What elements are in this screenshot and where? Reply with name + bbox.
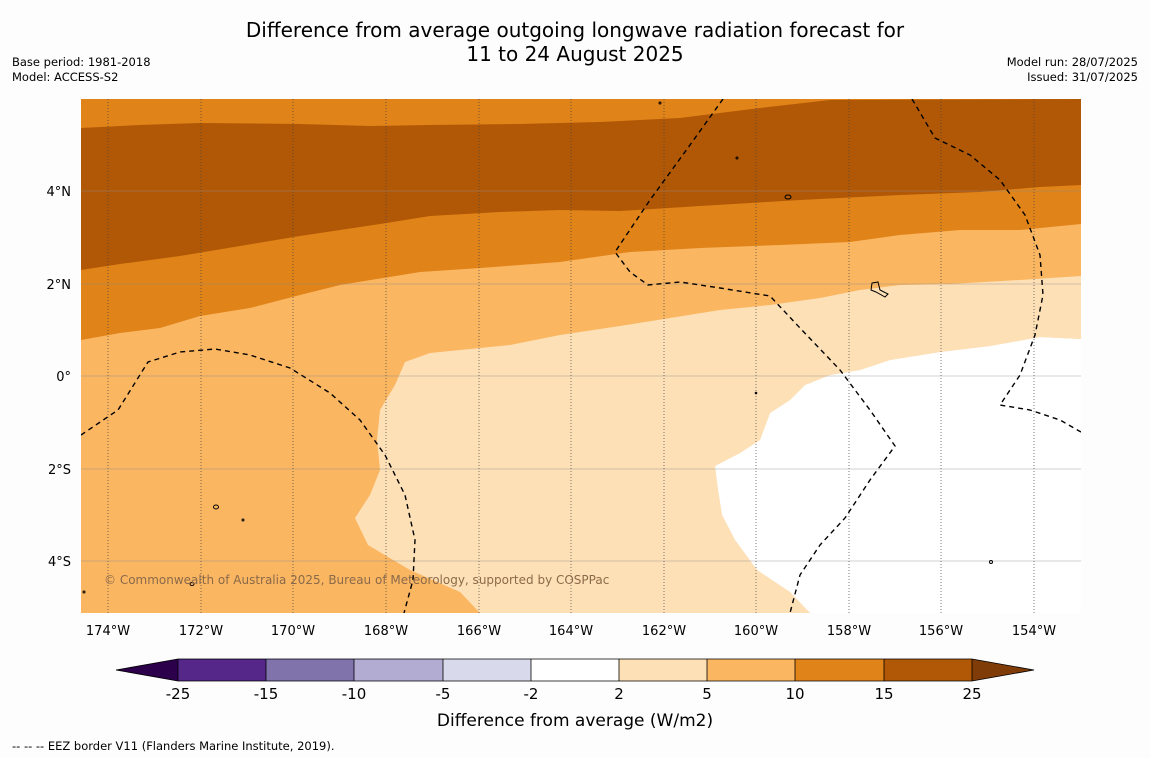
colorbar-label-25: 25 [962, 685, 981, 703]
lat-label-4n: 4°N [47, 185, 72, 200]
eez-border-central [614, 99, 896, 613]
eez-border-west [81, 348, 416, 613]
colorbar-high-extension [972, 659, 1034, 681]
colorbar-segment-2 [266, 659, 354, 681]
colorbar-segment-3 [354, 659, 443, 681]
map-plot-area [81, 99, 1081, 613]
colorbar-label-m15: -15 [254, 685, 279, 703]
lon-label-162w: 162°W [642, 624, 686, 639]
island-4 [241, 518, 245, 522]
colorbar-label-15: 15 [874, 685, 893, 703]
metadata-left: Base period: 1981-2018 Model: ACCESS-S2 [12, 55, 151, 85]
latitude-labels: 4°N 2°N 0° 2°S 4°S [47, 185, 72, 570]
island-kiritimati [870, 281, 889, 298]
colorbar-title: Difference from average (W/m2) [437, 711, 713, 731]
colorbar-segment-5 [531, 659, 619, 681]
eez-border-east [911, 99, 1081, 433]
island-5 [189, 582, 195, 586]
lat-label-2s: 2°S [48, 463, 71, 478]
latitude-gridlines [81, 190, 1081, 562]
title-line-1: Difference from average outgoing longwav… [245, 18, 905, 42]
colorbar-segment-4 [443, 659, 531, 681]
eez-footnote: -- -- -- EEZ border V11 (Flanders Marine… [12, 739, 335, 753]
island-1 [784, 194, 792, 200]
island-9 [658, 101, 662, 105]
colorbar-segment-1 [178, 659, 266, 681]
copyright-text: © Commonwealth of Australia 2025, Bureau… [104, 573, 609, 587]
island-3 [213, 504, 219, 510]
colorbar-label-m5: -5 [436, 685, 451, 703]
lon-label-168w: 168°W [364, 624, 408, 639]
colorbar-label-m25: -25 [166, 685, 191, 703]
lon-label-170w: 170°W [271, 624, 315, 639]
colorbar-label-5: 5 [702, 685, 712, 703]
island-8 [82, 590, 86, 594]
colorbar-label-2: 2 [614, 685, 624, 703]
lon-label-160w: 160°W [734, 624, 778, 639]
issued-text: Issued: 31/07/2025 [1027, 70, 1138, 84]
lon-label-154w: 154°W [1012, 624, 1056, 639]
lon-label-172w: 172°W [179, 624, 223, 639]
colorbar [115, 658, 1035, 682]
colorbar-labels: -25 -15 -10 -5 -2 2 5 10 15 25 Differenc… [166, 685, 982, 731]
region-neutral [715, 337, 1081, 613]
island-6 [989, 560, 993, 564]
lon-label-164w: 164°W [549, 624, 593, 639]
lat-label-2n: 2°N [47, 278, 72, 293]
region-10-15-top [81, 99, 700, 124]
lat-label-4s: 4°S [48, 555, 71, 570]
region-15-25 [81, 99, 1081, 270]
colorbar-low-extension [116, 659, 178, 681]
longitude-labels: 174°W 172°W 170°W 168°W 166°W 164°W 162°… [86, 624, 1056, 639]
lat-label-0: 0° [56, 370, 71, 385]
colorbar-segment-9 [884, 659, 972, 681]
islands [82, 101, 993, 594]
colorbar-label-m2: -2 [524, 685, 539, 703]
title-line-2: 11 to 24 August 2025 [466, 42, 684, 66]
model-text: Model: ACCESS-S2 [12, 70, 119, 84]
lon-label-166w: 166°W [457, 624, 501, 639]
lon-label-158w: 158°W [827, 624, 871, 639]
colorbar-label-m10: -10 [342, 685, 367, 703]
colorbar-segment-7 [707, 659, 795, 681]
colorbar-segment-8 [795, 659, 884, 681]
chart-title: Difference from average outgoing longwav… [0, 18, 1150, 66]
eez-borders [81, 99, 1081, 613]
lon-label-174w: 174°W [86, 624, 130, 639]
metadata-right: Model run: 28/07/2025 Issued: 31/07/2025 [1007, 55, 1138, 85]
model-run-text: Model run: 28/07/2025 [1006, 55, 1138, 69]
island-2 [735, 156, 739, 160]
region-2-5 [355, 276, 1081, 613]
base-period-text: Base period: 1981-2018 [12, 55, 151, 69]
colorbar-segment-6 [619, 659, 707, 681]
colorbar-label-10: 10 [785, 685, 804, 703]
island-7 [754, 391, 758, 395]
lon-label-156w: 156°W [919, 624, 963, 639]
